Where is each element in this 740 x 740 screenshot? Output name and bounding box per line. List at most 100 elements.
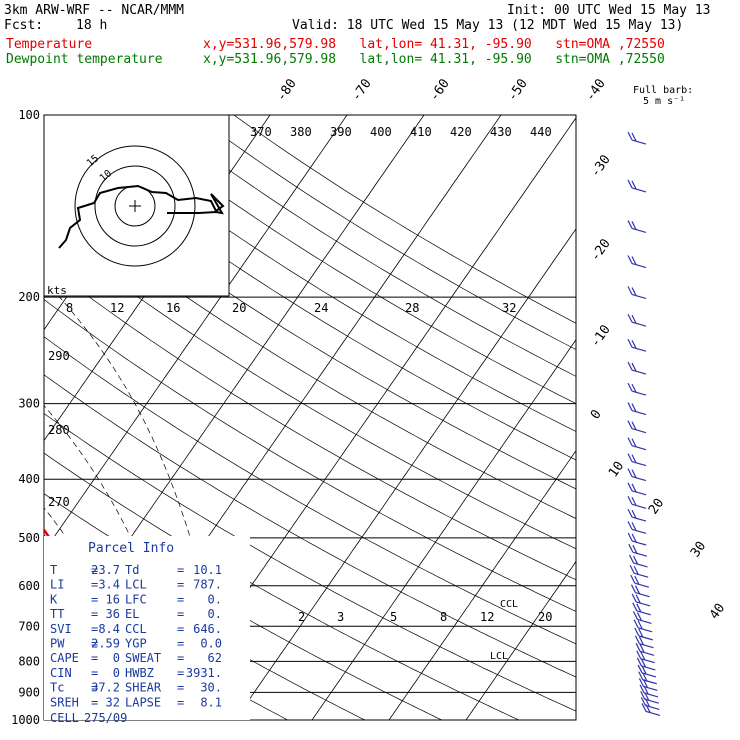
- ccl-marker: CCL: [500, 599, 518, 610]
- mixing-ratio-label: 5: [390, 610, 397, 624]
- wind-barb: [627, 255, 647, 269]
- isotherm-label: -20: [588, 236, 614, 264]
- wind-barb: [627, 496, 647, 509]
- barb-key-title: Full barb:: [633, 85, 693, 96]
- wind-barb: [627, 402, 647, 416]
- theta-e-label: 400: [370, 125, 392, 139]
- parcel-info-value: 23.7: [91, 563, 120, 577]
- hodograph-ring: [74, 145, 196, 267]
- parcel-info-value: 16: [106, 592, 120, 606]
- parcel-info-sep: =: [177, 622, 184, 636]
- cell-label: CELL: [50, 711, 79, 725]
- wind-barb: [630, 584, 650, 598]
- wind-barb: [629, 564, 649, 578]
- wind-barb: [627, 220, 647, 234]
- wind-barb: [632, 611, 652, 625]
- parcel-info-sep: =: [177, 695, 184, 709]
- dry-adiabat: [44, 122, 576, 461]
- pressure-tick-label: 700: [18, 619, 40, 633]
- wind-scale-label: 8: [66, 301, 73, 315]
- wind-barb: [628, 554, 648, 568]
- wind-barb: [636, 650, 655, 664]
- pressure-tick-label: 600: [18, 579, 40, 593]
- wind-barb: [628, 543, 648, 557]
- wind-barb: [638, 678, 658, 691]
- parcel-info-value: YGP: [125, 637, 147, 651]
- pressure-tick-label: 500: [18, 531, 40, 545]
- forecast-hour: 18 h: [76, 18, 108, 33]
- isotherm: [234, 228, 576, 720]
- barb-key-value: 5 m s⁻¹: [643, 96, 685, 107]
- dry-adiabat: [44, 299, 576, 612]
- parcel-info-value: 787.: [193, 578, 222, 592]
- dry-adiabat: [44, 191, 576, 519]
- wind-barb: [627, 437, 647, 451]
- wind-barb: [627, 482, 647, 496]
- wind-barb: [627, 338, 647, 352]
- parcel-info-value: SREH: [50, 695, 79, 709]
- mixing-ratio-line: [0, 586, 21, 720]
- theta-e-label: 370: [250, 125, 272, 139]
- pressure-tick-label: 1000: [11, 713, 40, 727]
- parcel-info-sep: =: [177, 592, 184, 606]
- dry-adiabat: [74, 115, 576, 432]
- wind-barb: [627, 508, 647, 522]
- parcel-info-value: SWEAT: [125, 651, 161, 665]
- wind-barb: [627, 420, 647, 434]
- parcel-info-value: CAPE: [50, 651, 79, 665]
- dry-adiabat: [153, 115, 576, 377]
- isotherm: [44, 115, 271, 442]
- parcel-info-value: LAPSE: [125, 695, 161, 709]
- wind-barb: [635, 643, 655, 656]
- wind-barb: [627, 361, 647, 375]
- theta-label: 290: [48, 349, 70, 363]
- pressure-tick-label: 400: [18, 472, 40, 486]
- mixing-ratio-label: 3: [337, 610, 344, 624]
- wind-barb: [640, 697, 660, 710]
- hodograph-ring: [94, 165, 176, 247]
- parcel-info-value: LFC: [125, 592, 147, 606]
- wind-barb: [633, 619, 653, 633]
- dry-adiabat: [44, 156, 576, 490]
- mixing-ratio-label: 2: [298, 610, 305, 624]
- parcel-info-sep: =: [177, 666, 184, 680]
- dry-adiabat: [114, 115, 576, 405]
- parcel-info-sep: =: [177, 607, 184, 621]
- wind-barb: [634, 627, 653, 641]
- init-time: Init: 00 UTC Wed 15 May 13: [507, 3, 711, 18]
- pressure-tick-label: 200: [18, 290, 40, 304]
- theta-label: 280: [48, 423, 70, 437]
- parcel-info-value: 2.59: [91, 637, 120, 651]
- dry-adiabat: [44, 374, 576, 678]
- isotherm-label: 30: [688, 539, 709, 560]
- parcel-info-sep: =: [177, 563, 184, 577]
- parcel-info-sep: =: [177, 578, 184, 592]
- parcel-info-value: 10.1: [193, 563, 222, 577]
- isotherm-label: 10: [606, 459, 627, 480]
- parcel-info-value: Tc: [50, 681, 64, 695]
- parcel-info-value: 0: [113, 651, 120, 665]
- parcel-info-sep: =: [91, 681, 98, 695]
- parcel-info-value: HWBZ: [125, 666, 154, 680]
- parcel-info-sep: =: [91, 563, 98, 577]
- isotherm-label: 40: [707, 601, 728, 622]
- parcel-info-title: Parcel Info: [88, 541, 174, 556]
- mixing-ratio-label: 20: [538, 610, 552, 624]
- isotherm: [311, 339, 576, 720]
- parcel-info-value: T: [50, 563, 57, 577]
- parcel-info-value: 36: [106, 607, 120, 621]
- parcel-info-sep: =: [177, 681, 184, 695]
- pressure-tick-label: 100: [18, 108, 40, 122]
- isotherm-label: -80: [274, 76, 300, 104]
- parcel-info-value: 62: [208, 651, 222, 665]
- parcel-info-value: K: [50, 592, 58, 606]
- wind-barb: [627, 131, 647, 145]
- parcel-info-sep: =: [91, 592, 98, 606]
- wind-barb: [627, 286, 647, 300]
- wind-barb: [627, 521, 647, 534]
- wind-barb: [637, 664, 657, 678]
- theta-e-label: 390: [330, 125, 352, 139]
- isotherm-label: -50: [505, 76, 531, 104]
- pressure-tick-label: 900: [18, 685, 40, 699]
- wind-barb: [636, 657, 656, 671]
